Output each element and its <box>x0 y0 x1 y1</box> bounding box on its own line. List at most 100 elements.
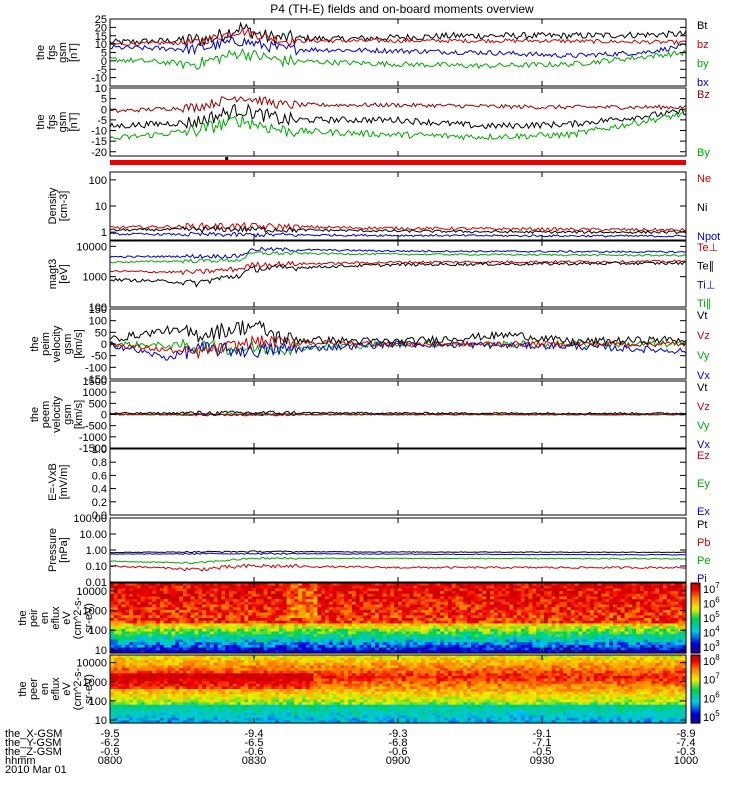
spectrogram-cell <box>666 596 672 600</box>
spectrogram-cell <box>386 601 391 606</box>
spectrogram-cell <box>336 615 341 619</box>
spectrogram-cell <box>601 634 606 638</box>
spectrogram-cell <box>359 607 364 611</box>
spectrogram-cell <box>639 650 645 654</box>
spectrogram-cell <box>309 583 315 587</box>
spectrogram-cell <box>421 628 426 633</box>
spectrogram-cell <box>590 626 595 630</box>
spectrogram-cell <box>121 634 126 638</box>
spectrogram-cell <box>133 689 138 693</box>
spectrogram-cell <box>171 686 176 690</box>
spectrogram-cell <box>628 593 633 598</box>
spectrogram-cell <box>113 670 119 674</box>
spectrogram-cell <box>144 657 149 661</box>
spectrogram-cell <box>636 620 641 624</box>
spectrogram-cell <box>183 655 188 659</box>
spectrogram-cell <box>175 678 180 682</box>
spectrogram-cell <box>236 612 242 616</box>
spectrogram-cell <box>609 650 614 654</box>
spectrogram-cell <box>570 599 576 603</box>
spectrogram-cell <box>140 660 146 664</box>
spectrogram-cell <box>520 599 526 603</box>
spectrogram-cell <box>290 583 295 587</box>
spectrogram-cell <box>436 585 441 589</box>
spectrogram-cell <box>478 583 483 587</box>
spectrogram-cell <box>528 628 533 633</box>
spectrogram-cell <box>194 618 199 622</box>
spectrogram-cell <box>636 585 641 589</box>
spectrogram-cell <box>186 675 192 680</box>
spectrogram-cell <box>221 631 226 635</box>
spectrogram-cell <box>601 615 606 619</box>
spectrogram-cell <box>674 607 679 611</box>
spectrogram-cell <box>421 644 426 649</box>
spectrogram-cell <box>255 644 261 649</box>
spectrogram-cell <box>152 596 157 600</box>
spectrogram-cell <box>125 694 130 698</box>
spectrogram-cell <box>670 626 675 630</box>
spectrogram-cell <box>263 607 268 611</box>
spectrogram-cell <box>225 644 230 649</box>
spectrogram-cell <box>367 596 372 600</box>
spectrogram-cell <box>121 604 126 608</box>
y-axis-label-line: peim <box>40 332 52 356</box>
spectrogram-cell <box>375 647 380 651</box>
spectrogram-cell <box>624 583 629 587</box>
spectrogram-cell <box>363 609 368 614</box>
spectrogram-cell <box>121 636 126 641</box>
spectrogram-cell <box>267 620 272 624</box>
spectrogram-cell <box>355 639 361 643</box>
spectrogram-cell <box>148 699 153 703</box>
spectrogram-cell <box>117 636 123 641</box>
spectrogram-cell <box>133 628 138 633</box>
spectrogram-cell <box>597 604 603 608</box>
spectrogram-cell <box>559 642 564 646</box>
spectrogram-cell <box>110 686 115 690</box>
spectrogram-cell <box>336 593 341 598</box>
spectrogram-cell <box>532 591 537 595</box>
spectrogram-cell <box>574 626 579 630</box>
spectrogram-cell <box>674 612 679 616</box>
spectrogram-cell <box>474 615 480 619</box>
spectrogram-cell <box>409 601 414 606</box>
spectrogram-cell <box>359 631 364 635</box>
spectrogram-cell <box>651 604 656 608</box>
spectrogram-cell <box>340 642 345 646</box>
spectrogram-cell <box>133 715 138 719</box>
spectrogram-cell <box>183 636 188 641</box>
spectrogram-cell <box>505 642 510 646</box>
spectrogram-cell <box>413 626 418 630</box>
spectrogram-cell <box>317 631 322 635</box>
spectrogram-cell <box>536 647 541 651</box>
spectrogram-cell <box>666 628 672 633</box>
spectrogram-cell <box>359 618 364 622</box>
spectrogram-cell <box>463 607 468 611</box>
spectrogram-cell <box>467 623 472 627</box>
spectrogram-cell <box>240 626 245 630</box>
spectrogram-cell <box>110 670 115 674</box>
spectrogram-cell <box>332 607 338 611</box>
spectrogram-cell <box>209 615 215 619</box>
spectrogram-cell <box>636 650 641 654</box>
spectrogram-cell <box>202 601 207 606</box>
spectrogram-cell <box>609 599 614 603</box>
spectrogram-cell <box>198 681 203 685</box>
spectrogram-cell <box>351 607 357 611</box>
spectrogram-cell <box>444 623 449 627</box>
spectrogram-cell <box>424 628 430 633</box>
spectrogram-cell <box>436 596 441 600</box>
spectrogram-cell <box>194 691 199 695</box>
spectrogram-cell <box>666 644 672 649</box>
spectrogram-cell <box>351 612 357 616</box>
spectrogram-cell <box>156 691 161 695</box>
spectrogram-cell <box>209 683 215 687</box>
spectrogram-cell <box>229 591 234 595</box>
spectrogram-cell <box>524 593 530 598</box>
spectrogram-cell <box>190 681 195 685</box>
spectrogram-cell <box>405 639 411 643</box>
spectrogram-cell <box>198 599 203 603</box>
spectrogram-cell <box>559 604 564 608</box>
spectrogram-cell <box>363 642 368 646</box>
spectrogram-cell <box>417 626 422 630</box>
spectrogram-cell <box>332 634 338 638</box>
